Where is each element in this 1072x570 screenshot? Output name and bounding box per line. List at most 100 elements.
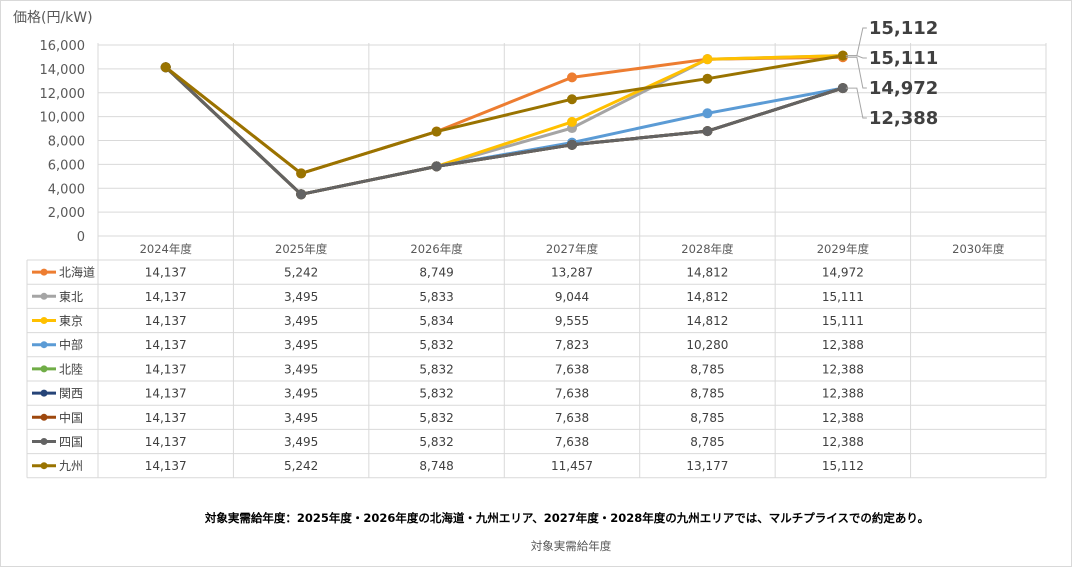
legend-entry: 東京 [59,314,83,328]
x-tick-label: 2025年度 [275,242,328,256]
x-tick-label: 2027年度 [546,242,599,256]
table-cell-value: 12,388 [822,338,864,352]
legend-entry: 中国 [59,410,83,425]
table-cell-value: 12,388 [822,435,864,449]
table-cell-value: 7,638 [555,435,589,449]
table-cell-value: 5,832 [419,362,453,376]
table-cell-value: 8,749 [419,266,453,280]
data-point-東京 [702,54,713,65]
x-tick-label: 2030年度 [952,242,1005,256]
table-cell-value: 3,495 [284,290,318,304]
callout-label: 15,111 [869,48,938,69]
data-point-九州 [837,50,848,61]
table-cell-value: 9,555 [555,314,589,328]
table-cell-value: 5,242 [284,459,318,473]
y-axis-label: 価格(円/kW) [13,10,93,26]
series-line-九州 [164,54,844,175]
callouts: 15,112 15,111 14,972 12,388 [845,18,938,129]
x-tick-label: 2029年度 [817,242,870,256]
table-cell-value: 13,287 [551,266,593,280]
data-point-四国 [296,189,307,200]
table-cell-value: 15,111 [822,290,864,304]
table-cell-value: 14,137 [145,290,187,304]
table-cell-value: 14,137 [145,435,187,449]
data-point-九州 [296,168,307,179]
y-tick-label: 14,000 [40,63,86,78]
table-cell-value: 8,785 [690,411,724,425]
table-cell-value: 7,823 [555,338,589,352]
y-tick-label: 12,000 [40,87,86,102]
table-cell-value: 3,495 [284,411,318,425]
data-point-四国 [567,139,577,150]
y-tick-label: 6,000 [48,158,85,173]
legend-key-marker [40,317,48,324]
table-cell-value: 5,832 [419,387,453,401]
callout-leader [845,87,867,119]
table-cell-value: 14,972 [822,266,864,280]
legend-key-marker [40,438,48,445]
table-cell-value: 13,177 [686,459,728,473]
table-cell-value: 5,832 [419,411,453,425]
legend-entry: 四国 [59,435,83,449]
data-point-東京 [567,116,577,127]
table-cell-value: 3,495 [284,338,318,352]
legend-key-marker [40,413,48,421]
table-cell-value: 14,812 [686,314,728,328]
data-point-四国 [702,126,713,137]
y-tick-label: 16,000 [40,39,86,54]
callout-label: 15,112 [869,18,938,39]
table-cell-value: 10,280 [686,338,728,352]
y-tick-label: 8,000 [48,135,85,150]
gridlines [98,44,1046,213]
callout-leader [845,56,867,89]
table-cell-value: 14,137 [145,459,187,473]
legend-entry: 中部 [59,337,83,352]
data-table: 2024年度 2025年度 2026年度 2027年度 2028年度 2029年度 2030… [26,43,1047,479]
y-tick-label: 2,000 [48,206,85,221]
table-cell-value: 12,388 [822,387,864,401]
callout-leader [845,27,867,57]
legend-entry: 関西 [59,387,83,401]
table-cell-value: 14,137 [145,314,187,328]
x-tick-label: 2024年度 [140,242,193,256]
legend-entry: 北陸 [59,362,83,376]
y-tick-label: 10,000 [40,111,86,126]
legend-key-marker [40,389,48,397]
table-cell-value: 3,495 [284,314,318,328]
table-cell-value: 11,457 [551,459,593,473]
table-cell-value: 7,638 [555,362,589,376]
data-point-九州 [567,94,577,105]
footnote: 対象実需給年度：2025年度・2026年度の北海道・九州エリア、2027年度・2… [204,511,929,525]
series-lines [164,54,844,196]
data-point-九州 [702,73,713,84]
table-cell-value: 7,638 [555,387,589,401]
table-cell-value: 8,785 [690,387,724,401]
table-cell-value: 15,112 [822,459,864,473]
table-cell-value: 12,388 [822,362,864,376]
table-cell-value: 8,785 [690,435,724,449]
table-cell-value: 15,111 [822,314,864,328]
legend-key-marker [40,292,48,300]
legend-entry: 北海道 [59,265,95,280]
callout-leader [845,55,867,59]
table-cell-value: 5,832 [419,435,453,449]
legend-key-marker [40,365,48,373]
legend-key-marker [40,341,48,349]
table-cell-value: 5,832 [419,338,453,352]
table-cell-value: 14,137 [145,411,187,425]
legend-key-marker [40,462,48,470]
data-point-四国 [431,161,442,172]
data-point-四国 [837,83,848,94]
x-tick-label: 2028年度 [681,242,734,256]
legend-entry: 九州 [59,459,83,473]
table-cell-value: 9,044 [555,290,589,304]
data-point-中部 [702,108,713,119]
series-line-四国 [164,66,844,196]
x-axis-label: 対象実需給年度 [531,539,612,553]
table-cell-value: 3,495 [284,435,318,449]
table-cell-value: 14,812 [686,266,728,280]
y-tick-label: 0 [77,230,85,245]
table-cell-value: 12,388 [822,411,864,425]
table-cell-value: 8,748 [419,459,453,473]
